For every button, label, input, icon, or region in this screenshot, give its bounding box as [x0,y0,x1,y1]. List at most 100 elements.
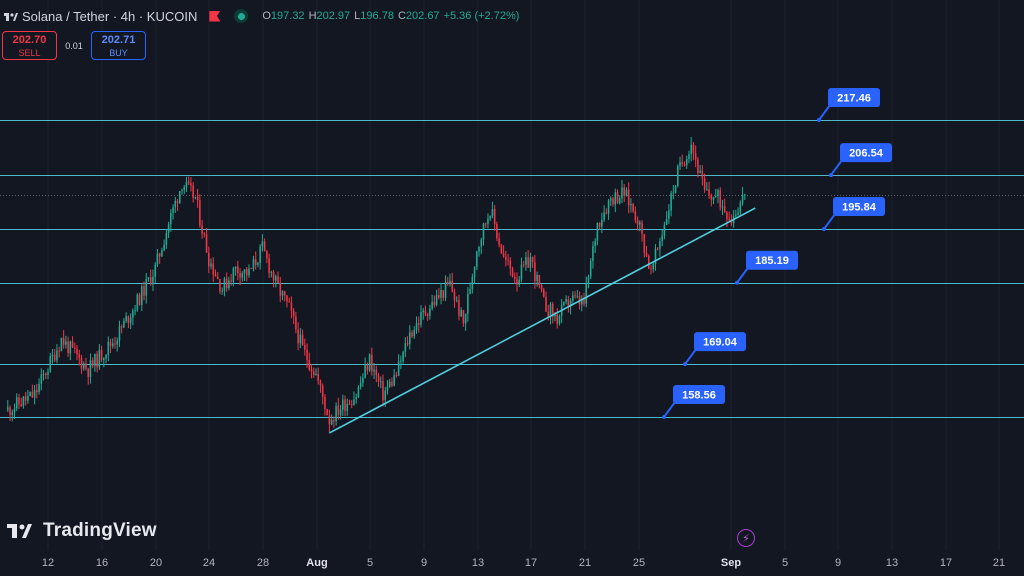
candle-body [201,225,203,234]
candle-body [38,383,40,393]
candle-body [223,278,226,291]
candle-body [717,190,719,196]
symbol-title[interactable]: Solana / Tether · 4h · KUCOIN [22,8,198,24]
candle-body [464,313,467,324]
candle-body [368,354,371,371]
candle-body [299,334,302,344]
candle-body [308,360,311,370]
candle-body [480,239,483,247]
level-label-1[interactable]: 206.54 [829,143,892,178]
candle-body [435,294,438,305]
candle-body [388,381,391,387]
candle-body [522,264,525,266]
candle-body [362,377,364,383]
chart-grid [47,0,1000,550]
candle-body [65,341,67,345]
candle-body [328,415,331,425]
candle-body [33,390,36,398]
candle-body [543,289,545,297]
level-label-0[interactable]: 217.46 [817,88,880,122]
candle-body [565,299,567,302]
candle-body [458,299,460,317]
candle-body [89,360,92,377]
candle-body [15,397,18,409]
candle-body [74,347,76,349]
candle-body [283,291,286,296]
lightning-icon[interactable]: ⚡︎ [737,529,755,547]
candle-body [165,232,168,245]
candle-body [185,181,188,188]
candle-body [225,278,228,288]
candle-body [610,198,612,201]
candle-body [723,206,726,213]
candle-body [149,277,152,285]
candle-body [36,390,38,393]
candle-body [471,277,474,290]
candle-body [210,263,212,267]
candle-body [699,170,701,174]
candle-body [103,358,105,360]
candle-body [520,264,523,280]
candle-body [674,185,677,193]
level-label-5[interactable]: 158.56 [662,385,725,420]
candle-body [395,375,398,376]
candle-body [147,277,150,279]
candle-body [491,209,494,217]
candle-body [679,162,681,167]
candle-body [384,390,387,401]
candle-body [237,266,239,274]
candle-body [143,286,145,296]
candle-body [20,404,22,407]
candle-body [214,274,217,277]
candle-body [221,290,223,292]
candle-body [563,301,565,306]
tradingview-small-logo-icon [4,13,18,21]
level-label-3[interactable]: 185.19 [735,250,798,285]
x-tick-label: 13 [472,557,484,569]
candle-body [96,354,98,368]
flag-icon[interactable] [209,10,221,22]
candle-body [47,371,49,376]
candle-body [493,209,496,225]
candle-body [473,266,476,278]
tradingview-brand[interactable]: TradingView [7,520,157,542]
candle-body [355,397,357,400]
candle-body [263,241,266,251]
level-label-2[interactable]: 195.84 [822,197,885,232]
candle-body [728,219,730,221]
sell-button[interactable]: 202.70 SELL [2,31,57,60]
candle-body [714,195,717,197]
candle-body [511,268,514,277]
level-label-text: 195.84 [842,202,877,214]
candle-body [420,311,422,325]
candle-body [100,349,103,360]
candle-body [527,257,529,268]
candle-body [288,301,290,303]
candle-body [719,190,722,208]
level-labels: 217.46 206.54 195.84 185.19 169.04 158.56 [662,88,892,420]
candle-body [614,192,617,205]
x-tick-label: 24 [203,557,215,569]
candle-body [487,218,489,225]
candle-body [393,375,395,386]
candle-body [76,348,78,355]
candle-body [694,153,697,160]
candle-body [364,365,366,378]
candle-body [67,341,69,354]
candle-body [516,279,518,285]
candle-body [525,257,527,265]
candle-body [677,166,679,186]
candle-body [266,250,268,259]
candle-body [462,310,465,324]
candle-body [333,419,335,422]
buy-button[interactable]: 202.71 BUY [91,31,146,60]
candlestick-series [7,137,746,433]
candle-body [741,194,744,203]
candle-body [339,409,342,415]
candle-body [337,405,340,415]
candle-body [547,311,550,317]
level-label-4[interactable]: 169.04 [683,332,746,367]
x-tick-label: 9 [421,557,427,569]
candle-body [230,280,232,282]
